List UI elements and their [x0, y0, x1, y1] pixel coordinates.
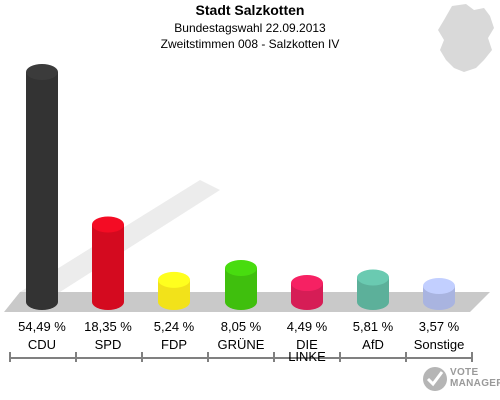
value-label-spd: 18,35 % [84, 319, 132, 334]
category-separators [9, 352, 473, 362]
category-label-gruene: GRÜNE [218, 337, 265, 352]
category-label-spd: SPD [95, 337, 122, 352]
value-label-afd: 5,81 % [353, 319, 394, 334]
bar-top-sonstige [423, 278, 455, 294]
category-label-die-linke-line2: LINKE [288, 349, 326, 364]
bar-top-fdp [158, 271, 190, 288]
bar-body-gruene [225, 268, 257, 310]
bar-body-spd [92, 224, 124, 310]
bar-top-spd [92, 216, 124, 233]
bar-spd [92, 216, 124, 310]
bar-body-fdp [158, 279, 190, 310]
chart-subtitle-election: Bundestagswahl 22.09.2013 [174, 21, 326, 35]
bar-body-afd [357, 277, 389, 310]
value-label-gruene: 8,05 % [221, 319, 262, 334]
bar-die-linke [291, 275, 323, 310]
value-label-fdp: 5,24 % [154, 319, 195, 334]
logo-text-manager: MANAGER [450, 378, 500, 389]
chart-subtitle-district: Zweitstimmen 008 - Salzkotten IV [160, 37, 340, 51]
category-label-afd: AfD [362, 337, 384, 352]
labels-group: 54,49 % CDU 18,35 % SPD 5,24 % FDP 8,05 % GRÜNE… [9, 319, 473, 364]
value-label-sonstige: 3,57 % [419, 319, 460, 334]
bar-body-cdu [26, 72, 58, 310]
bar-top-cdu [26, 64, 58, 80]
bar-top-gruene [225, 260, 257, 277]
category-label-sonstige: Sonstige [414, 337, 465, 352]
bar-afd [357, 269, 389, 310]
category-label-cdu: CDU [28, 337, 56, 352]
bar-sonstige [423, 278, 455, 310]
bars-group [26, 64, 455, 310]
category-label-die-linke-line1: DIE [296, 337, 318, 352]
bar-top-die-linke [291, 275, 323, 292]
bar-cdu [26, 64, 58, 310]
chart-title: Stadt Salzkotten [195, 2, 305, 18]
category-label-fdp: FDP [161, 337, 187, 352]
ballot-icon [423, 367, 447, 391]
vote-manager-logo: VOTE MANAGER [422, 364, 500, 394]
bar-gruene [225, 260, 257, 310]
germany-map-silhouette [438, 4, 494, 72]
value-label-die-linke: 4,49 % [287, 319, 328, 334]
bar-top-afd [357, 269, 389, 286]
logo-text-vote: VOTE [450, 367, 479, 378]
value-label-cdu: 54,49 % [18, 319, 66, 334]
bar-fdp [158, 271, 190, 310]
germany-map-shape [438, 4, 494, 72]
